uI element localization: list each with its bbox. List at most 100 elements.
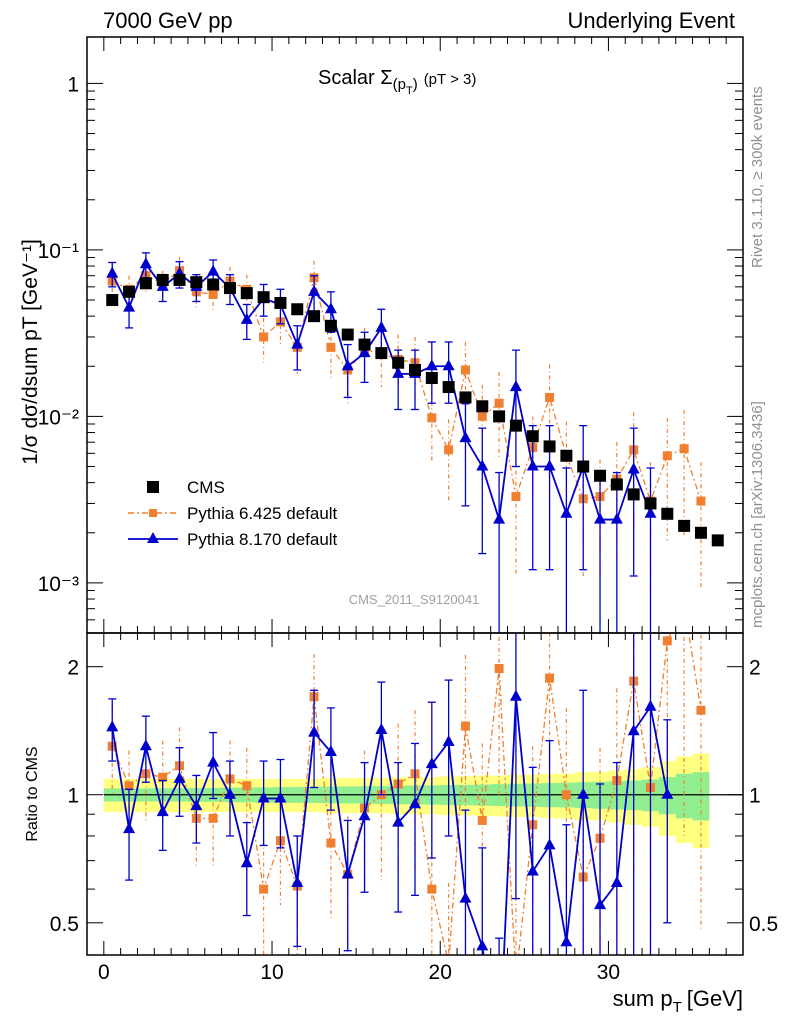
legend: CMS Pythia 6.425 default Pythia 8.170 de… [128,478,338,549]
ratio-pythia8-point [644,699,657,711]
pythia8-point [526,459,539,471]
cms-point [627,488,640,501]
pythia8-point [375,320,388,332]
cms-point [560,449,573,462]
ratio-pythia6-point [460,721,470,731]
cms-point [156,273,169,286]
rivet-label: Rivet 3.1.10, ≥ 300k events [749,86,766,268]
cms-point [324,319,337,332]
pythia8-point [358,346,371,358]
cms-point [442,381,455,394]
cms-point [106,294,119,307]
ratio-pythia8-point [442,735,455,747]
pythia6-point [696,496,706,506]
pythia6-point [679,444,689,454]
ratio-pythia8-point [476,939,489,951]
title-sub: (p [393,76,406,93]
pythia8-point [324,302,337,314]
ratio-pythia8-point [425,757,438,769]
cms-point [341,328,354,341]
legend-label-pythia6: Pythia 6.425 default [187,504,338,523]
legend-marker-pythia8 [147,532,159,543]
pythia8-point [560,506,573,518]
main-frame [86,36,744,634]
main-y-tick-label: 1 [67,73,79,96]
legend-label-pythia8: Pythia 8.170 default [187,530,338,549]
cms-point [594,469,607,482]
ratio-x-tick-label: 10 [260,961,283,984]
cms-point [123,285,136,298]
ratio-y-tick-label: 2 [67,657,79,680]
ratio-pythia8-point [240,856,253,868]
ratio-pythia6-point [680,600,689,609]
pythia6-point [477,411,487,421]
cms-point [678,519,691,532]
legend-marker-pythia6 [149,509,157,517]
ratio-y-tick-label: 1 [67,785,79,808]
pythia6-point [208,289,218,299]
cms-point [173,273,186,286]
pythia8-point [459,431,472,443]
ratio-pythia8-point [190,799,203,811]
ratio-x-tick-label: 30 [597,961,620,984]
main-y-tick-label: 10⁻² [38,406,79,429]
ratio-pythia8-point [156,805,169,817]
xlabel: sum pT [GeV] [613,986,743,1016]
ratio-y-tick-label-right: 2 [749,657,761,680]
ratio-pythia6-point [696,705,706,715]
cms-point [661,507,674,520]
ratio-y-tick-label: 0.5 [50,913,79,936]
main-panel: 10⁻³ 10⁻² 10⁻¹ 1 Scalar Σ(pT) (pT > 3) 1/σ d… [19,36,744,634]
pythia6-point [662,451,672,461]
pythia8-point [139,257,152,269]
ratio-pythia6-point [511,974,520,983]
main-y-tick-label: 10⁻³ [38,573,79,596]
ratio-pythia8-line [111,696,669,955]
cms-point [392,356,405,369]
cms-point [409,363,421,376]
ratio-pythia8-point [661,787,674,799]
cms-point [644,497,657,510]
ratio-y-tick-label-right: 0.5 [749,913,778,936]
xlabel-unit: [GeV] [687,986,743,1011]
pythia8-point [123,300,136,312]
ratio-pythia8-point [341,867,354,879]
pythia8-point [610,512,623,524]
energy-label: 7000 GeV pp [103,8,233,33]
ratio-pythia8-point [106,720,119,732]
ratio-pythia6-point [545,673,555,683]
ratio-pythia8-point [526,864,539,876]
pythia8-point [341,359,354,371]
ratio-pythia8-point [308,725,321,737]
cms-point [308,310,321,323]
ratio-pythia8-point [274,791,287,803]
ratio-y-tick-label-right: 1 [749,785,761,808]
ratio-ylabel: Ratio to CMS [24,746,41,841]
cms-point [139,277,152,290]
ratio-pythia8-point [610,876,623,888]
ratio-pythia8-point [324,745,337,757]
ratio-plot-area [103,600,743,983]
ratio-pythia6-point [427,884,437,894]
pythia6-point [545,392,555,402]
pythia6-point [427,413,437,423]
ratio-pythia6-point [259,884,269,894]
title-subsub: T [406,85,413,97]
cms-point [711,534,724,547]
ratio-pythia8-point [257,791,270,803]
ratio-pythia6-point [242,781,252,791]
pythia8-point [106,266,119,278]
ratio-pythia8-point [123,822,136,834]
pythia8-point [392,366,405,378]
ratio-pythia6-point [326,838,336,848]
ratio-clipped-series [106,600,706,983]
pythia6-line [111,269,702,504]
cms-uncertainty-band-inner [103,772,710,821]
ratio-pythia6-point [494,664,504,674]
xlabel-main: sum p [613,986,673,1011]
ratio-pythia6-point [158,772,168,782]
pythia8-point [493,512,506,524]
analysis-id: CMS_2011_S9120041 [349,592,480,607]
ratio-panel: 0 10 20 30 0.5 0.5 1 1 2 2 Ratio to CMS sum pT [Ge… [24,600,778,1016]
pythia6-point [511,492,521,502]
